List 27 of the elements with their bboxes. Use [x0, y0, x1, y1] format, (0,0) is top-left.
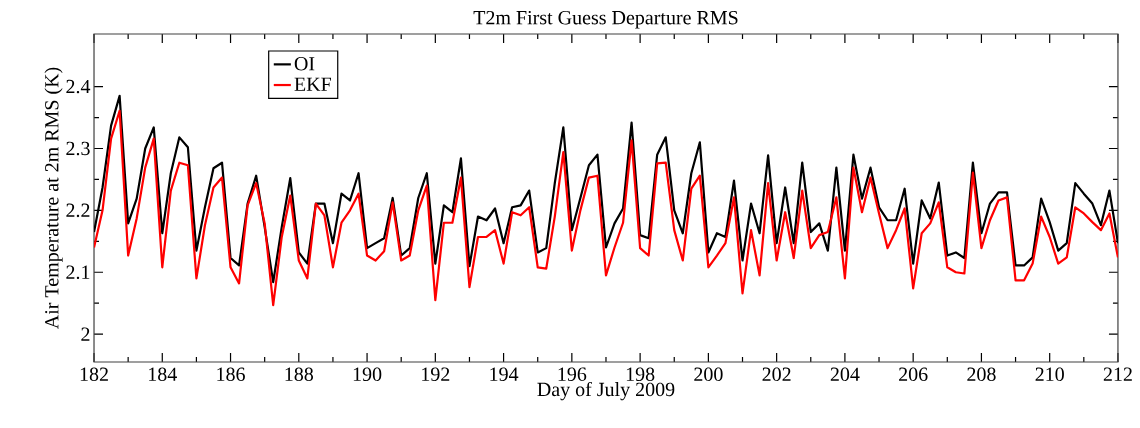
- x-tick-label: 206: [899, 367, 928, 382]
- x-tick-label: 190: [353, 367, 382, 382]
- x-tick-label: 188: [285, 367, 314, 382]
- x-tick-label: 210: [1035, 367, 1064, 382]
- x-tick-label: 192: [422, 367, 450, 381]
- x-tick-label: 212: [1103, 367, 1132, 381]
- x-tick-label: 202: [762, 367, 791, 382]
- x-tick-label: 198: [626, 367, 655, 382]
- line-series: [94, 109, 1118, 307]
- x-tick-label: 200: [694, 367, 723, 382]
- legend-label: OI: [294, 57, 315, 71]
- x-tick-label: 208: [967, 367, 996, 382]
- y-tick-label: 2.3: [66, 141, 90, 156]
- x-tick-label: 194: [490, 367, 519, 381]
- y-axis-title: Air Temperature at 2m RMS (K): [44, 67, 63, 330]
- x-tick-label: 182: [80, 367, 108, 382]
- x-tick-label: 196: [558, 367, 587, 381]
- x-tick-label: 186: [217, 367, 245, 382]
- x-axis-title: Day of July 2009: [537, 381, 675, 401]
- y-tick-label: 2.2: [66, 203, 90, 218]
- y-tick-label: 2.4: [66, 79, 91, 94]
- x-tick-label: 204: [830, 367, 860, 382]
- x-tick-label: 184: [149, 367, 177, 382]
- y-tick-label: 2.1: [66, 265, 90, 280]
- legend-label: EKF: [294, 77, 332, 91]
- chart-title: T2m First Guess Departure RMS: [473, 10, 738, 29]
- y-tick-label: 2: [81, 327, 90, 341]
